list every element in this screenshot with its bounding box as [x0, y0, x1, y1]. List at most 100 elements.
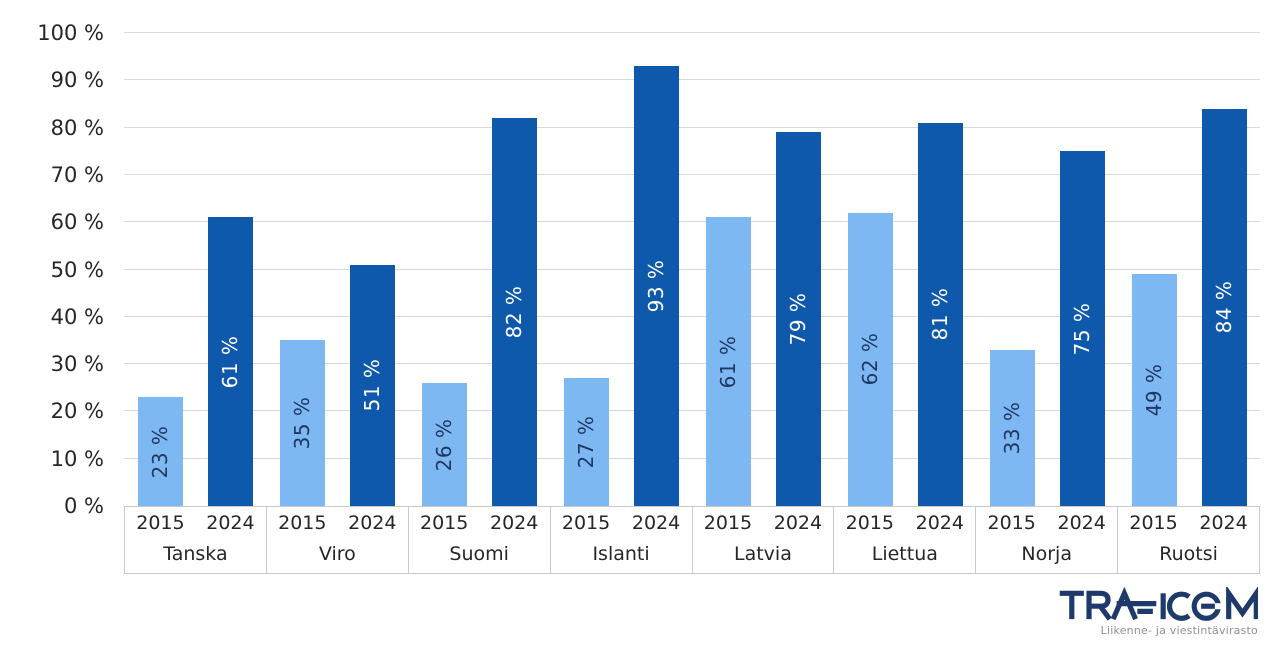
traficom-logo: Liikenne- ja viestintävirasto — [1058, 587, 1258, 637]
x-axis-country-label: Islanti — [592, 543, 650, 565]
x-axis-year-label: 2015 — [703, 512, 753, 534]
bar-group-islanti: 27 % 93 % — [550, 33, 692, 506]
plot-area: 23 % 61 % 35 % 51 % 26 % 82 % 27 % 93 % 61 % 79 %… — [124, 32, 1260, 506]
logo-tagline: Liikenne- ja viestintävirasto — [1100, 624, 1258, 637]
x-axis-year-row: 2015 2024 — [551, 512, 692, 534]
bar-suomi-2024: 82 % — [491, 118, 537, 506]
bar-value-label: 82 % — [502, 285, 526, 339]
bar-value-label: 93 % — [644, 259, 668, 313]
y-axis-tick-label: 90 % — [50, 68, 104, 93]
x-axis-year-label: 2015 — [845, 512, 894, 534]
bar-latvia-2024: 79 % — [775, 132, 821, 506]
x-axis-year-label: 2024 — [1199, 512, 1248, 534]
bar-suomi-2015: 26 % — [421, 383, 467, 506]
x-axis-year-label: 2015 — [561, 512, 611, 534]
bar-group-norja: 33 % 75 % — [976, 33, 1118, 506]
bar-value-label: 51 % — [360, 358, 384, 412]
bar-value-label: 23 % — [148, 425, 172, 479]
x-axis-group-norja: 2015 2024 Norja — [976, 507, 1119, 573]
x-axis-country-label: Latvia — [734, 543, 792, 565]
y-axis-tick-label: 80 % — [50, 115, 104, 140]
x-axis-year-row: 2015 2024 — [976, 512, 1117, 534]
bar-islanti-2024: 93 % — [633, 66, 679, 506]
x-axis-year-row: 2015 2024 — [693, 512, 834, 534]
bar-liettua-2024: 81 % — [917, 122, 963, 506]
gridline — [124, 32, 1260, 33]
bar-norja-2024: 75 % — [1059, 151, 1105, 506]
bar-value-label: 81 % — [928, 288, 952, 341]
y-axis-tick-label: 10 % — [50, 446, 104, 471]
x-axis-country-label: Ruotsi — [1159, 543, 1218, 565]
bar-ruotsi-2024: 84 % — [1201, 108, 1247, 506]
x-axis-year-label: 2024 — [631, 512, 681, 534]
x-axis-year-label: 2015 — [136, 512, 185, 534]
x-axis-country-label: Tanska — [163, 543, 228, 565]
x-axis-year-label: 2015 — [1129, 512, 1178, 534]
bar-group-suomi: 26 % 82 % — [408, 33, 550, 506]
x-axis-group-latvia: 2015 2024 Latvia — [693, 507, 835, 573]
x-axis-year-row: 2015 2024 — [409, 512, 550, 534]
gridline — [124, 268, 1260, 270]
x-axis-year-label: 2015 — [987, 512, 1036, 534]
gridline — [124, 363, 1260, 365]
gridline — [124, 173, 1260, 175]
y-axis-tick-label: 50 % — [50, 257, 104, 282]
gridline — [124, 126, 1260, 128]
bar-viro-2015: 35 % — [279, 340, 325, 506]
bar-liettua-2015: 62 % — [847, 212, 893, 506]
bar-value-label: 84 % — [1212, 280, 1236, 334]
x-axis-country-label: Viro — [318, 543, 356, 565]
x-axis-country-label: Liettua — [871, 543, 938, 565]
bar-viro-2024: 51 % — [349, 264, 395, 506]
bar-tanska-2024: 61 % — [207, 217, 253, 506]
gridline — [124, 79, 1260, 81]
x-axis-year-label: 2024 — [1057, 512, 1106, 534]
y-axis-tick-label: 70 % — [50, 162, 104, 187]
gridline — [124, 221, 1260, 223]
bar-value-label: 26 % — [432, 418, 456, 471]
x-axis-country-label: Norja — [1021, 543, 1072, 565]
bar-value-label: 79 % — [786, 292, 810, 346]
x-axis-year-label: 2024 — [915, 512, 964, 534]
y-axis-tick-label: 100 % — [37, 21, 104, 45]
bar-groups: 23 % 61 % 35 % 51 % 26 % 82 % 27 % 93 % 61 % 79 %… — [124, 33, 1260, 506]
bar-group-viro: 35 % 51 % — [266, 33, 408, 506]
bar-value-label: 33 % — [1000, 401, 1024, 455]
x-axis-year-label: 2024 — [348, 512, 397, 534]
bar-latvia-2015: 61 % — [705, 217, 751, 506]
gridline — [124, 457, 1260, 459]
y-axis-tick-label: 0 % — [64, 494, 104, 518]
bar-value-label: 62 % — [858, 332, 882, 386]
y-axis-tick-label: 30 % — [50, 352, 104, 377]
bar-group-liettua: 62 % 81 % — [834, 33, 976, 506]
bar-islanti-2015: 27 % — [563, 378, 609, 506]
bar-value-label: 49 % — [1142, 363, 1166, 417]
bar-value-label: 61 % — [716, 335, 740, 389]
bar-value-label: 27 % — [574, 415, 598, 469]
x-axis-country-label: Suomi — [449, 543, 509, 565]
x-axis-group-islanti: 2015 2024 Islanti — [551, 507, 693, 573]
x-axis-year-row: 2015 2024 — [267, 512, 408, 534]
y-axis-tick-label: 60 % — [50, 210, 104, 235]
bar-norja-2015: 33 % — [989, 349, 1035, 506]
x-axis: 2015 2024 Tanska 2015 2024 Viro 2015 2024 Suomi 2… — [124, 506, 1260, 574]
bar-group-tanska: 23 % 61 % — [124, 33, 266, 506]
x-axis-year-label: 2015 — [278, 512, 327, 534]
x-axis-year-row: 2015 2024 — [1118, 512, 1259, 534]
y-axis-tick-label: 20 % — [50, 399, 104, 424]
x-axis-year-label: 2024 — [206, 512, 255, 534]
gridline — [124, 410, 1260, 412]
x-axis-group-viro: 2015 2024 Viro — [267, 507, 409, 573]
gridline — [124, 315, 1260, 317]
x-axis-year-row: 2015 2024 — [834, 512, 975, 534]
bar-value-label: 35 % — [290, 396, 314, 450]
bar-group-latvia: 61 % 79 % — [692, 33, 834, 506]
y-axis: 0 % 10 % 20 % 30 % 40 % 50 % 60 % 70 % 80 % 90 % 1… — [0, 21, 104, 518]
x-axis-group-ruotsi: 2015 2024 Ruotsi — [1118, 507, 1259, 573]
bar-group-ruotsi: 49 % 84 % — [1118, 33, 1260, 506]
x-axis-year-label: 2024 — [490, 512, 539, 534]
bar-tanska-2015: 23 % — [137, 397, 183, 506]
bar-value-label: 75 % — [1070, 302, 1094, 356]
x-axis-year-label: 2024 — [773, 512, 823, 534]
